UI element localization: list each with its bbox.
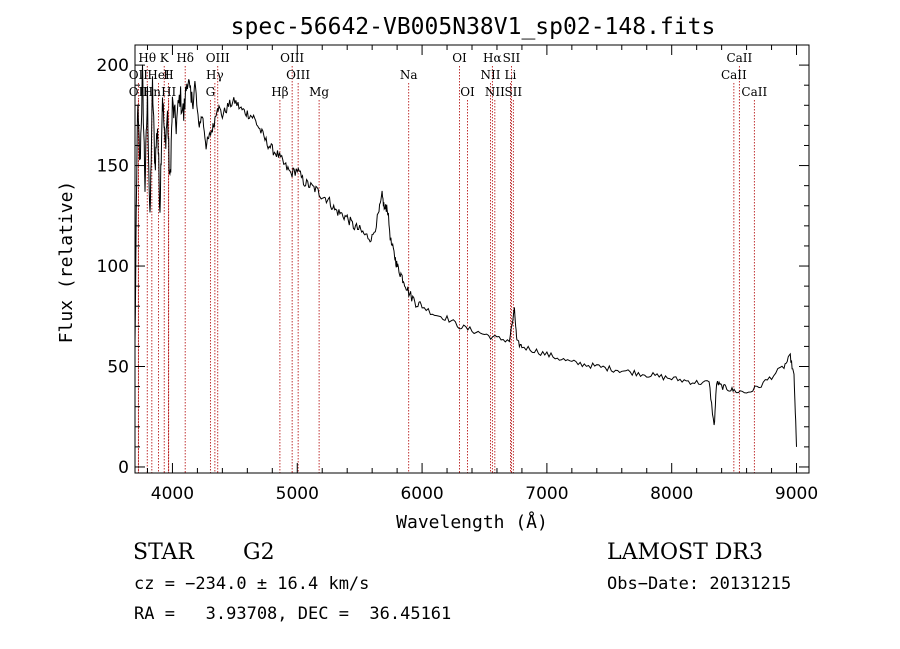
line-label-3: OIII — [206, 51, 230, 65]
redshift-cz: cz = −234.0 ± 16.4 km/s — [134, 574, 370, 594]
line-label-8: CaII — [726, 51, 752, 65]
plot-frame — [134, 44, 810, 474]
x-axis-label: Wavelength (Å) — [396, 511, 548, 533]
line-label-17: CaII — [721, 68, 747, 82]
flux-series — [134, 64, 797, 447]
line-label-20: HI — [161, 85, 176, 99]
y-tick-label-0: 0 — [118, 458, 129, 478]
object-class: STAR — [133, 540, 194, 565]
y-tick-label-2: 100 — [97, 257, 129, 277]
line-label-0: Hθ — [138, 51, 156, 65]
x-tick-label-3: 7000 — [525, 484, 568, 504]
x-tick-label-2: 6000 — [400, 484, 443, 504]
y-tick-label-4: 200 — [97, 56, 129, 76]
line-label-13: OIII — [286, 68, 310, 82]
line-label-1: K — [160, 51, 170, 65]
line-label-7: SII — [503, 51, 521, 65]
line-label-23: Mg — [309, 85, 329, 99]
x-tick-label-0: 4000 — [151, 484, 194, 504]
y-axis-label: Flux (relative) — [56, 181, 77, 344]
x-tick-label-1: 5000 — [276, 484, 319, 504]
x-axis-ticks: 4000 5000 6000 7000 8000 9000 — [146, 45, 818, 504]
line-label-14: Na — [400, 68, 418, 82]
line-label-5: OI — [452, 51, 467, 65]
line-label-15: NII — [480, 68, 500, 82]
line-label-12: Hγ — [206, 68, 224, 82]
line-label-25: NII — [485, 85, 505, 99]
line-label-9: OII — [129, 68, 149, 82]
line-label-24: OI — [460, 85, 475, 99]
flux-line — [134, 64, 797, 447]
line-label-2: Hδ — [176, 51, 194, 65]
survey-label: LAMOST DR3 — [607, 540, 763, 565]
observation-date: Obs−Date: 20131215 — [607, 574, 792, 594]
line-label-27: CaII — [741, 85, 767, 99]
coordinates: RA = 3.93708, DEC = 36.45161 — [134, 604, 452, 624]
line-label-4: OIII — [280, 51, 304, 65]
line-label-21: G — [206, 85, 216, 99]
y-axis-ticks: 0 50 100 150 200 — [97, 56, 809, 478]
line-label-26: SII — [504, 85, 522, 99]
x-tick-label-5: 9000 — [775, 484, 818, 504]
line-label-10: HeI — [147, 68, 170, 82]
line-label-22: Hβ — [271, 85, 288, 99]
object-subclass: G2 — [243, 540, 275, 565]
line-label-16: Li — [505, 68, 517, 82]
x-tick-label-4: 8000 — [650, 484, 693, 504]
y-tick-label-3: 150 — [97, 157, 129, 177]
line-label-11: H — [163, 68, 173, 82]
chart-title: spec-56642-VB005N38V1_sp02-148.fits — [231, 14, 716, 40]
line-label-6: Hα — [483, 51, 502, 65]
y-tick-label-1: 50 — [107, 358, 129, 378]
